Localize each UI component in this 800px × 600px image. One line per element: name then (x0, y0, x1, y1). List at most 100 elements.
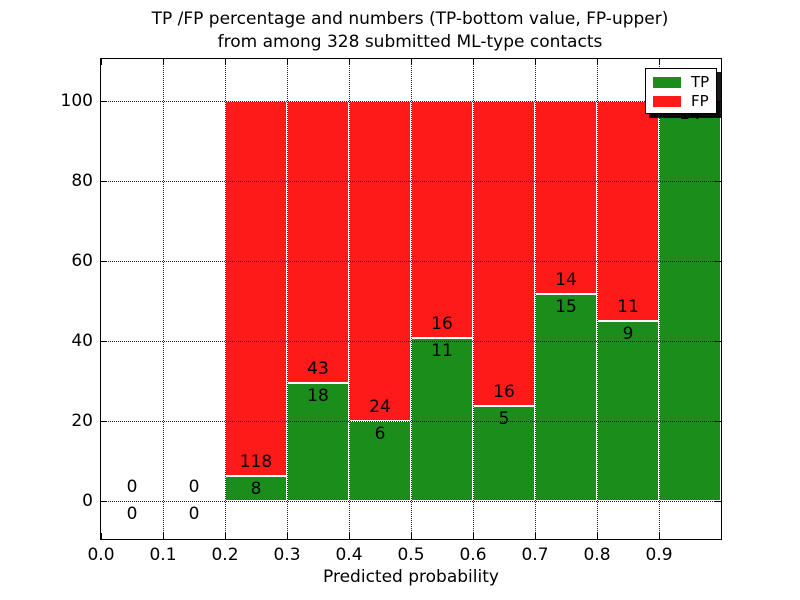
tp-count-label: 5 (498, 409, 510, 429)
tp-color-swatch (653, 77, 681, 88)
x-gridline (163, 59, 164, 539)
x-axis-label: Predicted probability (323, 567, 499, 587)
legend-label-tp: TP (691, 73, 710, 91)
x-top-tick-mark (287, 59, 288, 65)
x-top-tick-mark (473, 59, 474, 65)
legend-item-fp: FP (653, 92, 716, 111)
x-gridline (535, 59, 536, 539)
x-top-tick-mark (163, 59, 164, 65)
x-tick-label: 0.2 (211, 545, 239, 565)
x-gridline (287, 59, 288, 539)
tp-count-label: 0 (126, 504, 138, 524)
y-gridline (101, 181, 721, 182)
fp-count-label: 14 (555, 270, 577, 290)
y-tick-mark (101, 341, 107, 342)
y-tick-label: 40 (71, 331, 93, 351)
legend-item-tp: TP (653, 73, 716, 92)
labels-layer: 0.0 0.1 0.2 0.3 0.4 0.5 0.6 0.7 0.8 0.9 0 20 40 60 80 1… (61, 59, 721, 565)
fp-count-label: 118 (239, 452, 273, 472)
x-tick-mark (287, 533, 288, 539)
tp-count-label: 15 (555, 297, 577, 317)
fp-count-label: 0 (126, 477, 138, 497)
y-tick-mark (101, 501, 107, 502)
tp-bar-segment (287, 383, 349, 501)
x-tick-label: 0.6 (459, 545, 487, 565)
tp-bar-segment (535, 294, 597, 501)
tp-count-label: 0 (188, 504, 200, 524)
y-right-tick-mark (715, 181, 721, 182)
x-gridline (225, 59, 226, 539)
tp-count-label: 8 (250, 479, 262, 499)
y-right-tick-mark (715, 261, 721, 262)
x-gridline (659, 59, 660, 539)
tp-bar-segment (225, 476, 287, 501)
fp-count-label: 0 (188, 477, 200, 497)
y-tick-mark (101, 101, 107, 102)
x-top-tick-mark (597, 59, 598, 65)
x-top-tick-mark (225, 59, 226, 65)
fp-count-label: 11 (617, 297, 639, 317)
x-tick-label: 0.7 (521, 545, 549, 565)
x-tick-label: 0.8 (583, 545, 611, 565)
chart-title-line2: from among 328 submitted ML-type contact… (217, 32, 603, 52)
tp-count-label: 6 (374, 424, 386, 444)
y-gridline (101, 101, 721, 102)
y-right-tick-mark (715, 421, 721, 422)
x-tick-mark (349, 533, 350, 539)
y-tick-label: 80 (71, 171, 93, 191)
x-tick-mark (597, 533, 598, 539)
x-gridline (411, 59, 412, 539)
y-gridline (101, 421, 721, 422)
legend: TP FP (645, 68, 717, 114)
x-top-tick-mark (535, 59, 536, 65)
y-right-tick-mark (715, 341, 721, 342)
fp-count-label: 16 (493, 382, 515, 402)
x-top-tick-mark (349, 59, 350, 65)
y-tick-label: 20 (71, 411, 93, 431)
y-tick-mark (101, 181, 107, 182)
grid-layer (101, 59, 721, 539)
x-gridline (597, 59, 598, 539)
x-top-tick-mark (659, 59, 660, 65)
y-gridline (101, 261, 721, 262)
x-tick-label: 0.0 (87, 545, 115, 565)
x-tick-label: 0.1 (149, 545, 177, 565)
y-tick-label: 60 (71, 251, 93, 271)
legend-label-fp: FP (691, 92, 709, 110)
chart-title: TP /FP percentage and numbers (TP-bottom… (100, 8, 720, 54)
x-tick-mark (535, 533, 536, 539)
x-tick-mark (163, 533, 164, 539)
x-tick-mark (101, 533, 102, 539)
tp-bar-segment (597, 321, 659, 501)
y-right-tick-mark (715, 101, 721, 102)
tp-count-label: 9 (622, 324, 634, 344)
x-gridline (349, 59, 350, 539)
tp-bar-segment (411, 338, 473, 501)
x-tick-label: 0.3 (273, 545, 301, 565)
axes: 0.0 0.1 0.2 0.3 0.4 0.5 0.6 0.7 0.8 0.9 0 20 40 60 80 1… (61, 58, 722, 587)
x-tick-mark (225, 533, 226, 539)
chart-title-line1: TP /FP percentage and numbers (TP-bottom… (151, 9, 669, 29)
y-gridline (101, 341, 721, 342)
tp-count-label: 11 (431, 341, 453, 361)
fp-count-label: 43 (307, 359, 329, 379)
x-tick-label: 0.9 (645, 545, 673, 565)
y-right-tick-mark (715, 501, 721, 502)
x-tick-mark (659, 533, 660, 539)
x-tick-mark (473, 533, 474, 539)
y-tick-label: 100 (60, 91, 93, 111)
ticks-layer (101, 59, 721, 539)
y-tick-mark (101, 421, 107, 422)
y-tick-label: 0 (82, 491, 93, 511)
x-tick-label: 0.5 (397, 545, 425, 565)
x-top-tick-mark (411, 59, 412, 65)
fp-count-label: 24 (369, 397, 391, 417)
x-top-tick-mark (101, 59, 102, 65)
y-gridline (101, 501, 721, 502)
x-tick-label: 0.4 (335, 545, 363, 565)
x-tick-mark (411, 533, 412, 539)
fp-color-swatch (653, 96, 681, 107)
fp-count-label: 16 (431, 314, 453, 334)
x-gridline (473, 59, 474, 539)
